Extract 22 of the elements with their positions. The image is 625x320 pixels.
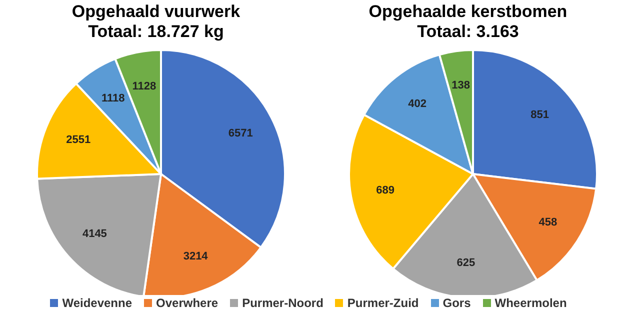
data-label: 625 [456, 257, 476, 269]
data-label: 6571 [228, 128, 253, 140]
legend-label: Weidevenne [61, 296, 132, 310]
data-label: 138 [452, 80, 470, 92]
data-label: 4145 [82, 228, 107, 240]
data-label: 402 [408, 98, 426, 110]
legend-label: Purmer-Zuid [346, 296, 419, 310]
data-label: 689 [376, 184, 394, 197]
chart-subtitle: Totaal: 3.163 [416, 22, 520, 42]
data-label: 458 [538, 216, 558, 229]
legend-label: Purmer-Noord [241, 296, 324, 310]
legend-label: Gors [442, 296, 471, 310]
data-label: 1118 [101, 92, 125, 105]
chart-subtitle: Totaal: 18.727 kg [87, 22, 225, 42]
legend-label: Overwhere [155, 296, 218, 310]
chart-title: Opgehaalde kerstbomen [368, 2, 568, 22]
data-label: 2551 [66, 134, 91, 146]
data-label: 3214 [183, 250, 209, 262]
chart-title: Opgehaald vuurwerk [70, 2, 242, 22]
data-label: 1128 [132, 80, 156, 92]
legend-label: Wheermolen [494, 296, 567, 310]
data-label: 851 [530, 108, 549, 121]
